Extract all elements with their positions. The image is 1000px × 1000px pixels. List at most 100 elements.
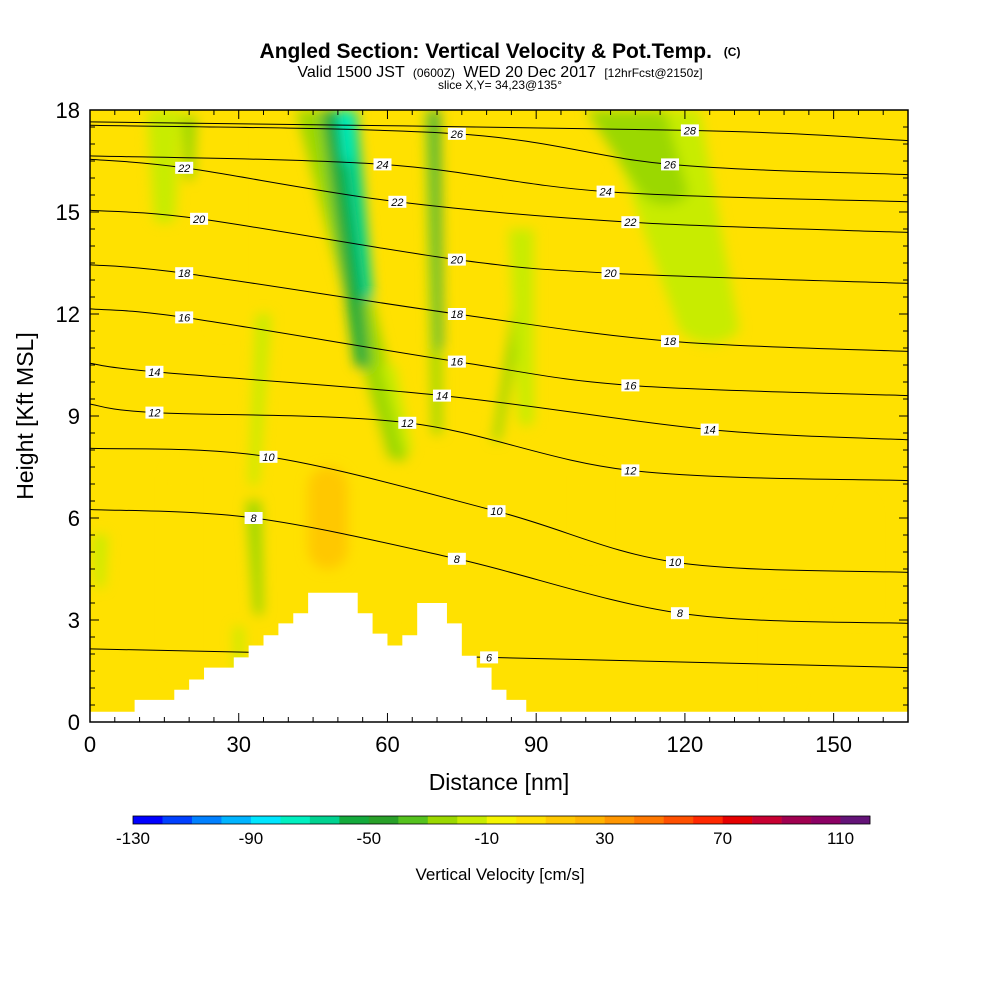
x-tick-label-30: 30 (226, 732, 250, 757)
isentrope-label-bg (621, 379, 640, 392)
isentrope-label-bg (601, 267, 620, 280)
isentrope-label-18-0: 18 (178, 268, 191, 280)
velocity-shading (92, 110, 871, 705)
colorbar-swatch-19 (693, 816, 723, 824)
isentrope-8 (90, 509, 908, 624)
downdraft-band-12 (380, 365, 412, 452)
chart-title-text: Angled Section: Vertical Velocity & Pot.… (260, 40, 712, 63)
isentrope-label-8-2: 8 (677, 608, 684, 620)
isentrope-label-22-1: 22 (390, 197, 403, 209)
isentrope-labels: 6 8 8 8 10 10 10 12 12 12 14 14 14 16 16 16 18 18 18 20 20 20… (145, 124, 719, 664)
isentrope-label-20-0: 20 (192, 214, 206, 226)
isentrope-label-bg (661, 158, 680, 171)
valid-prefix: Valid 1500 JST (297, 64, 405, 81)
isentrope-label-bg (190, 212, 209, 225)
colorbar-tick-label-2: -50 (357, 829, 382, 848)
isentrope-label-bg (447, 308, 466, 320)
colorbar (132, 815, 871, 825)
y-tick-labels: 0 3 6 9 12 15 18 (56, 98, 80, 735)
isentrope-label-bg (670, 607, 689, 620)
isentrope-label-bg (621, 216, 640, 229)
colorbar-swatch-8 (368, 816, 399, 824)
isentrope-label-bg (244, 512, 263, 524)
isentrope-label-bg (175, 267, 194, 280)
colorbar-swatch-0 (133, 816, 163, 824)
downdraft-band-1 (320, 110, 371, 369)
colorbar-tick-label-5: 70 (713, 829, 732, 848)
downdraft-band-14 (246, 501, 264, 616)
isentrope-label-bg (398, 416, 417, 429)
isentrope-label-26-0: 26 (450, 129, 464, 141)
isentrope-label-bg (145, 365, 164, 378)
colorbar-swatch-4 (250, 816, 281, 824)
isentrope-label-bg (661, 335, 680, 348)
forecast-info: [12hrFcst@2150z] (604, 66, 702, 80)
isentrope-label-10-0: 10 (262, 452, 275, 464)
colorbar-swatch-17 (634, 816, 664, 824)
isentrope-label-14-1: 14 (436, 391, 448, 403)
colorbar-swatch-10 (427, 816, 458, 824)
x-tick-label-90: 90 (524, 732, 548, 757)
colorbar-swatch-12 (486, 816, 517, 824)
y-axis-title: Height [Kft MSL] (12, 332, 38, 499)
isentrope-label-bg (447, 355, 466, 368)
slice-info: slice X,Y= 34,23@135° (438, 78, 562, 92)
isentrope-label-bg (621, 464, 640, 477)
isentrope-label-bg (487, 505, 506, 518)
isentrope-label-16-1: 16 (451, 357, 464, 369)
y-tick-label-3: 3 (68, 608, 80, 633)
colorbar-swatch-20 (722, 816, 753, 824)
colorbar-swatch-6 (309, 816, 340, 824)
valid-time: Valid 1500 JST (0600Z) WED 20 Dec 2017 [… (297, 64, 702, 81)
downdraft-band-8 (147, 110, 182, 224)
downdraft-band-13 (249, 314, 271, 486)
updraft-band-6 (613, 178, 628, 331)
isentrope-label-8-0: 8 (251, 513, 258, 525)
terrain-mask (90, 592, 908, 722)
updraft-band-8 (771, 603, 797, 705)
colorbar-swatch-21 (752, 816, 782, 824)
isentrope-label-20-1: 20 (450, 255, 464, 267)
colorbar-swatch-2 (191, 816, 222, 824)
valid-date: WED 20 Dec 2017 (463, 64, 596, 81)
isentrope-label-8-1: 8 (454, 554, 461, 566)
colorbar-swatch-1 (162, 816, 193, 824)
isentrope-label-22-2: 22 (623, 217, 636, 229)
isentrope-28 (90, 121, 908, 142)
colorbar-swatch-23 (811, 816, 841, 824)
chart-title-unit: (C) (724, 45, 741, 59)
y-tick-label-15: 15 (56, 200, 80, 225)
updraft-band-1 (213, 127, 234, 331)
colorbar-labels: -130 -90 -50 -10 30 70 110 (116, 829, 854, 848)
isentrope-label-18-1: 18 (451, 309, 464, 321)
isentrope-label-bg (596, 185, 615, 198)
isentrope-label-16-0: 16 (178, 312, 191, 324)
isentrope-label-bg (175, 311, 194, 324)
updraft-band-4 (474, 195, 490, 399)
isentrope-label-6-0: 6 (486, 652, 493, 664)
isentrope-label-bg (447, 127, 466, 140)
colorbar-swatch-24 (840, 816, 871, 824)
isentrope-label-10-1: 10 (490, 506, 503, 518)
x-axis-title: Distance [nm] (429, 769, 570, 795)
isentrope-label-bg (700, 423, 719, 436)
y-tick-label-6: 6 (68, 506, 80, 531)
isentrope-label-12-1: 12 (401, 418, 413, 430)
x-tick-labels: 0 30 60 90 120 150 (84, 732, 852, 757)
isentrope-label-bg (447, 253, 466, 266)
colorbar-swatch-5 (280, 816, 311, 824)
x-tick-label-60: 60 (375, 732, 399, 757)
y-tick-label-12: 12 (56, 302, 80, 327)
isentrope-label-18-2: 18 (664, 336, 677, 348)
isentrope-label-28-0: 28 (683, 125, 697, 137)
y-tick-label-18: 18 (56, 98, 80, 123)
colorbar-tick-label-0: -130 (116, 829, 150, 848)
downdraft-band-11 (585, 110, 689, 205)
downdraft-band-7 (508, 229, 534, 426)
isentrope-label-bg (665, 556, 684, 569)
x-tick-label-150: 150 (815, 732, 852, 757)
updraft-band-3 (372, 416, 393, 637)
colorbar-frame (132, 815, 871, 825)
isentrope-label-bg (447, 552, 466, 565)
